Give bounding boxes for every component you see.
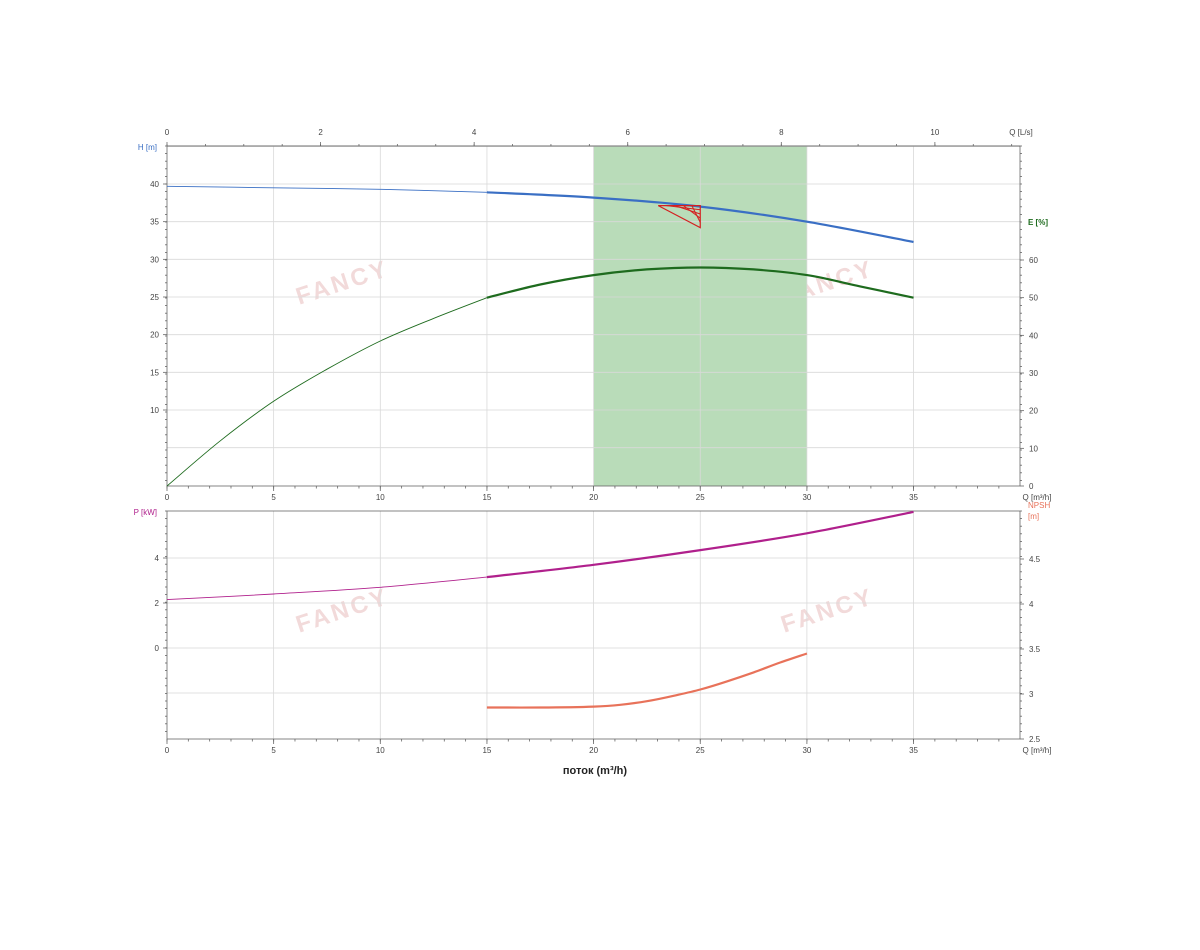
x-axis-tick-label: 10: [376, 493, 385, 502]
series-h-extrapolated: [166, 185, 487, 193]
x-axis-tick-label: 35: [909, 493, 918, 502]
right-axis-title: NPSH: [1028, 501, 1050, 510]
right-axis-tick-label: 50: [1029, 294, 1038, 303]
series-npsh-curve: [486, 652, 808, 709]
right-axis-tick-label: 60: [1029, 256, 1038, 265]
x-axis-tick-label: 25: [696, 746, 705, 755]
left-axis-tick-label: 30: [150, 255, 159, 264]
left-axis-title: P [kW]: [134, 508, 157, 517]
x-axis-tick-label: 0: [165, 493, 170, 502]
x-axis-tick-label: 35: [909, 746, 918, 755]
x-axis-tick-label: 5: [271, 746, 276, 755]
top-axis-unit-label: Q [L/s]: [1009, 128, 1033, 137]
x-axis-tick-label: 15: [482, 746, 491, 755]
right-axis-tick-label: 4: [1029, 600, 1034, 609]
series-e-extrapolated: [166, 297, 488, 487]
left-axis-tick-label: 0: [155, 644, 160, 653]
x-axis-tick-label: 0: [165, 746, 170, 755]
right-axis-title: E [%]: [1028, 218, 1048, 227]
left-axis-tick-label: 4: [155, 554, 160, 563]
x-axis-tick-label: 25: [696, 493, 705, 502]
left-axis-tick-label: 40: [150, 180, 159, 189]
top-axis-tick-label: 6: [626, 128, 631, 137]
x-axis-tick-label: 10: [376, 746, 385, 755]
left-axis-tick-label: 25: [150, 293, 159, 302]
x-axis-tick-label: 20: [589, 746, 598, 755]
top-axis-tick-label: 8: [779, 128, 784, 137]
x-axis-title: поток (m³/h): [563, 765, 627, 777]
watermark-text: FANCY: [293, 583, 393, 638]
left-axis-tick-label: 10: [150, 406, 159, 415]
right-axis-tick-label: 3.5: [1029, 645, 1041, 654]
watermark-text: FANCY: [293, 255, 393, 310]
x-axis-tick-label: 5: [271, 493, 276, 502]
left-axis-tick-label: 35: [150, 218, 159, 227]
x-axis-tick-label: 30: [802, 746, 811, 755]
watermark-text: FANCY: [778, 583, 878, 638]
left-axis-title: H [m]: [138, 143, 157, 152]
x-axis-tick-label: 30: [802, 493, 811, 502]
right-axis-tick-label: 0: [1029, 482, 1034, 491]
x-axis-tick-label: 15: [482, 493, 491, 502]
right-axis-tick-label: 3: [1029, 690, 1034, 699]
right-axis-tick-label: 4.5: [1029, 555, 1041, 564]
top-axis-tick-label: 0: [165, 128, 170, 137]
right-axis-tick-label: 2.5: [1029, 735, 1041, 744]
x-axis-unit-label: Q [m³/h]: [1023, 493, 1052, 502]
series-p-curve: [486, 510, 914, 579]
right-axis-tick-label: 20: [1029, 407, 1038, 416]
left-axis-tick-label: 15: [150, 368, 159, 377]
right-axis-title-unit: [m]: [1028, 512, 1039, 521]
left-axis-tick-label: 2: [155, 599, 160, 608]
duty-point-hatch: [666, 205, 701, 211]
top-axis-tick-label: 2: [318, 128, 323, 137]
duty-point-hatch: [674, 205, 701, 215]
duty-point-marker: [657, 205, 701, 229]
right-axis-tick-label: 40: [1029, 331, 1038, 340]
left-axis-tick-label: 20: [150, 331, 159, 340]
x-axis-unit-label: Q [m³/h]: [1023, 746, 1052, 755]
duty-point-triangle: [657, 205, 701, 229]
series-p-extrapolated: [166, 576, 487, 601]
series-e-curve: [486, 266, 914, 299]
right-axis-tick-label: 30: [1029, 369, 1038, 378]
right-axis-tick-label: 10: [1029, 444, 1038, 453]
x-axis-tick-label: 20: [589, 493, 598, 502]
duty-point-hatch: [691, 205, 701, 223]
top-axis-tick-label: 10: [930, 128, 939, 137]
lower-panel: 0 2 4 P [kW] 2.5 3 3.5 4 4.5 NPSH [m] 0 5 10 15 20 25 30 3…: [134, 501, 1052, 755]
top-axis-tick-label: 4: [472, 128, 477, 137]
